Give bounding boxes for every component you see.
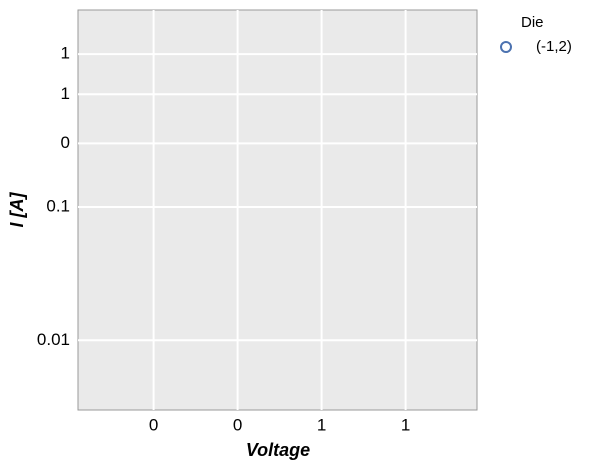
x-axis-label: Voltage: [246, 440, 310, 460]
y-tick-label: 0.01: [37, 330, 70, 349]
x-tick-label: 0: [233, 415, 242, 434]
y-axis-label: I [A]: [7, 192, 27, 228]
y-tick-label: 1: [61, 84, 70, 103]
y-tick-label: 1: [61, 44, 70, 63]
x-tick-label: 1: [401, 415, 410, 434]
x-tick-label: 0: [149, 415, 158, 434]
legend-marker: [500, 41, 512, 53]
legend-title: Die: [521, 14, 544, 31]
plot-area: [77, 9, 478, 411]
y-tick-label: 0: [61, 133, 70, 152]
x-tick-label: 1: [317, 415, 326, 434]
y-tick-label: 0.1: [46, 196, 70, 215]
legend-label: (-1,2): [536, 38, 572, 55]
